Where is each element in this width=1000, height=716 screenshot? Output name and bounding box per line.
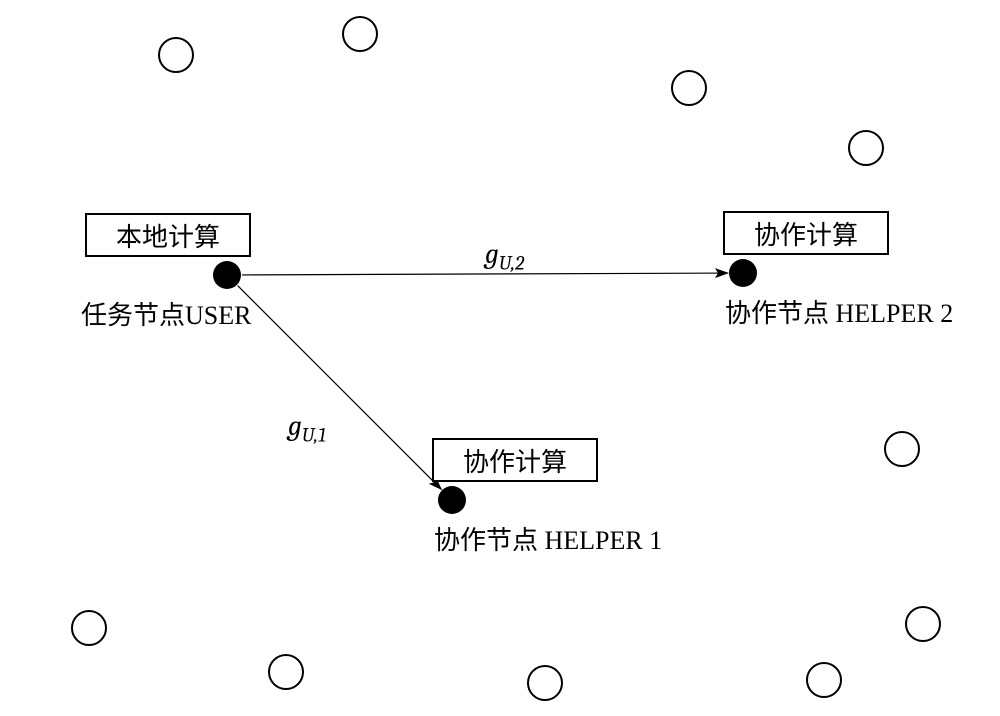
- edge-label-sub: U,1: [302, 425, 326, 448]
- bg-dot: [268, 654, 304, 690]
- edge-label-gu2: gU,2: [485, 238, 524, 276]
- helper1-label: 协作节点 HELPER 1: [434, 520, 662, 557]
- helper1-box: 协作计算: [432, 438, 598, 482]
- bg-dot: [671, 70, 707, 106]
- bg-dot: [158, 37, 194, 73]
- helper2-box-text: 协作计算: [754, 215, 858, 252]
- bg-dot: [342, 16, 378, 52]
- edges-layer: [0, 0, 1000, 716]
- helper1-node-dot: [438, 486, 466, 514]
- bg-dot: [905, 606, 941, 642]
- helper2-node-dot: [729, 259, 757, 287]
- helper2-box: 协作计算: [723, 211, 889, 255]
- edge-label-gu1: gU,1: [288, 410, 326, 448]
- user-node-dot: [213, 261, 241, 289]
- user-box: 本地计算: [85, 213, 251, 257]
- edge-label-sub: U,2: [499, 253, 524, 276]
- diagram-stage: 本地计算 任务节点USER 协作计算 协作节点 HELPER 2 协作计算 协作…: [0, 0, 1000, 716]
- bg-dot: [806, 662, 842, 698]
- edge-label-base: g: [485, 238, 499, 270]
- user-box-text: 本地计算: [116, 217, 220, 254]
- helper2-label: 协作节点 HELPER 2: [725, 293, 953, 330]
- bg-dot: [527, 665, 563, 701]
- user-label: 任务节点USER: [81, 295, 251, 332]
- bg-dot: [848, 130, 884, 166]
- helper1-box-text: 协作计算: [463, 442, 567, 479]
- edge-label-base: g: [288, 410, 302, 442]
- bg-dot: [71, 610, 107, 646]
- bg-dot: [884, 431, 920, 467]
